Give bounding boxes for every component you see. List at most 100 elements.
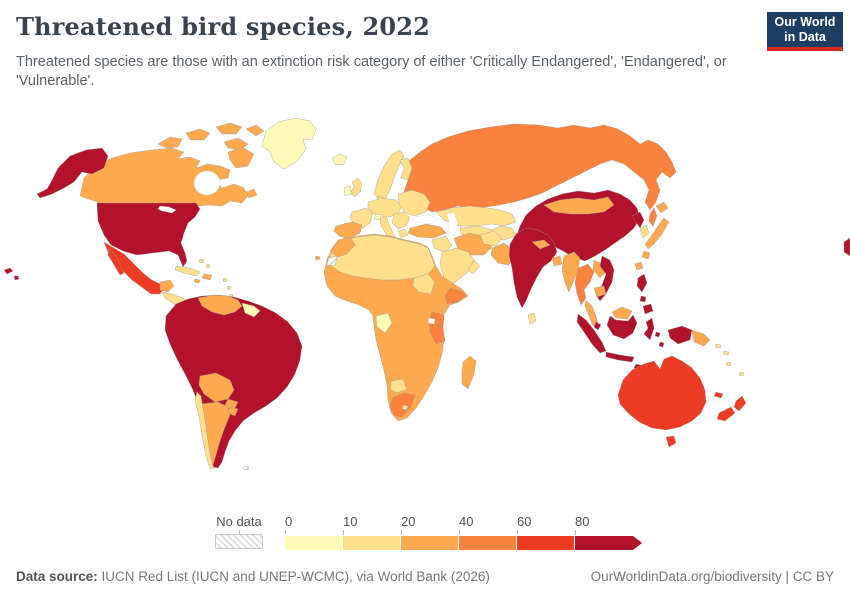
country-eastern-europe[interactable]: [397, 189, 431, 217]
country-taiwan[interactable]: [634, 261, 644, 271]
country-indonesia-maluku-1[interactable]: [654, 331, 661, 338]
country-usa-hawaii-1[interactable]: [3, 267, 14, 275]
country-indonesia-west-papua[interactable]: [667, 325, 693, 345]
legend-segment-0-10[interactable]: [285, 536, 342, 550]
country-sudan[interactable]: [412, 273, 436, 295]
country-guatemala[interactable]: [159, 279, 175, 293]
country-canada-baffin[interactable]: [227, 146, 255, 169]
country-indonesia-sumatra[interactable]: [576, 313, 607, 354]
country-nz-south[interactable]: [716, 406, 736, 422]
country-usa-wrap-sliver[interactable]: [843, 237, 850, 257]
country-japan-honshu[interactable]: [644, 217, 670, 250]
country-iraq-syria[interactable]: [431, 235, 453, 253]
legend-bar[interactable]: [285, 536, 650, 550]
country-antilles-1[interactable]: [222, 277, 228, 283]
country-bahamas-2[interactable]: [205, 263, 211, 269]
country-turkey[interactable]: [407, 223, 447, 239]
country-falklands[interactable]: [242, 465, 250, 471]
country-somalia[interactable]: [444, 287, 467, 305]
country-new-caledonia[interactable]: [713, 391, 724, 399]
country-antilles-2[interactable]: [226, 285, 232, 291]
country-indonesia-maluku-2[interactable]: [658, 341, 665, 348]
country-cambodia[interactable]: [593, 285, 607, 298]
country-mongolia[interactable]: [543, 196, 615, 215]
country-jamaica[interactable]: [193, 278, 201, 284]
legend-segment-20-40[interactable]: [401, 536, 458, 550]
attribution[interactable]: OurWorldinData.org/biodiversity | CC BY: [590, 569, 834, 584]
country-bahamas-1[interactable]: [198, 258, 205, 264]
country-usa-alaska[interactable]: [36, 147, 109, 199]
country-bangladesh[interactable]: [551, 255, 563, 267]
country-solomon-1[interactable]: [714, 343, 722, 349]
legend-segment-10-20[interactable]: [343, 536, 400, 550]
country-madagascar[interactable]: [461, 355, 477, 390]
country-canada-island-2[interactable]: [185, 128, 211, 141]
country-morocco[interactable]: [329, 236, 356, 258]
country-cuba[interactable]: [174, 265, 201, 277]
country-russia-sakhalin[interactable]: [648, 207, 658, 227]
country-spain[interactable]: [333, 221, 363, 240]
country-hispaniola[interactable]: [201, 273, 213, 281]
country-thailand[interactable]: [574, 263, 595, 306]
country-australia[interactable]: [617, 355, 707, 431]
country-russia[interactable]: [403, 123, 677, 213]
country-balkans[interactable]: [391, 211, 411, 230]
color-scale: 0 10 20 40 60 80: [285, 514, 650, 550]
legend-segment-40-60[interactable]: [459, 536, 516, 550]
country-venezuela[interactable]: [197, 294, 243, 316]
country-south-africa[interactable]: [389, 392, 416, 418]
country-myanmar[interactable]: [561, 251, 581, 293]
no-data-swatch[interactable]: [215, 534, 263, 549]
country-uruguay[interactable]: [227, 406, 239, 417]
country-indonesia-sulawesi[interactable]: [643, 317, 655, 341]
country-lesotho[interactable]: [401, 404, 409, 411]
country-chile[interactable]: [194, 391, 216, 470]
country-indonesia-kalimantan[interactable]: [606, 314, 638, 340]
country-scandinavia[interactable]: [373, 149, 405, 201]
country-png[interactable]: [691, 329, 711, 347]
country-vanuatu[interactable]: [725, 361, 732, 367]
country-greece[interactable]: [397, 228, 409, 239]
country-north-africa[interactable]: [329, 234, 436, 281]
country-japan-hokkaido[interactable]: [655, 201, 669, 214]
country-greenland[interactable]: [261, 117, 317, 170]
country-japan-kyushu[interactable]: [641, 250, 651, 260]
country-philippines-visayas[interactable]: [639, 295, 647, 303]
country-canary-islands[interactable]: [314, 255, 321, 261]
country-sri-lanka[interactable]: [527, 312, 537, 325]
country-nepal[interactable]: [531, 239, 551, 250]
country-fiji[interactable]: [738, 371, 745, 377]
country-gabon[interactable]: [375, 312, 393, 334]
country-canada-island-3[interactable]: [215, 122, 243, 135]
country-nz-north[interactable]: [733, 395, 747, 412]
country-oman[interactable]: [467, 259, 481, 275]
country-usa-hawaii-2[interactable]: [13, 275, 20, 281]
country-ireland[interactable]: [343, 185, 352, 197]
country-iceland[interactable]: [331, 153, 348, 166]
country-south-america-base[interactable]: [164, 294, 303, 469]
country-singapore[interactable]: [593, 321, 602, 331]
country-philippines-mindanao[interactable]: [642, 303, 654, 315]
country-malaysia-borneo[interactable]: [611, 306, 633, 320]
country-indonesia-java[interactable]: [605, 351, 635, 363]
country-canada-island-1[interactable]: [157, 136, 183, 149]
country-finland[interactable]: [399, 157, 413, 181]
country-guyanas[interactable]: [241, 302, 261, 318]
country-india[interactable]: [508, 227, 558, 309]
country-north-korea[interactable]: [631, 211, 645, 229]
country-mexico-baja[interactable]: [107, 248, 125, 276]
country-solomon-2[interactable]: [722, 350, 730, 356]
country-tasmania[interactable]: [665, 435, 677, 448]
country-western-sahara[interactable]: [326, 255, 338, 267]
legend-segment-80+[interactable]: [575, 536, 642, 550]
country-afghanistan[interactable]: [479, 230, 503, 247]
country-canada-island-5[interactable]: [245, 124, 265, 137]
country-philippines-luzon[interactable]: [636, 273, 648, 293]
legend-segment-60-80[interactable]: [517, 536, 574, 550]
owid-logo[interactable]: Our World in Data: [767, 12, 843, 51]
country-south-korea[interactable]: [639, 224, 650, 239]
country-canada-newfoundland[interactable]: [245, 188, 258, 199]
country-saudi-arabia[interactable]: [439, 247, 475, 287]
country-uk[interactable]: [349, 177, 363, 198]
country-botswana[interactable]: [389, 378, 408, 394]
